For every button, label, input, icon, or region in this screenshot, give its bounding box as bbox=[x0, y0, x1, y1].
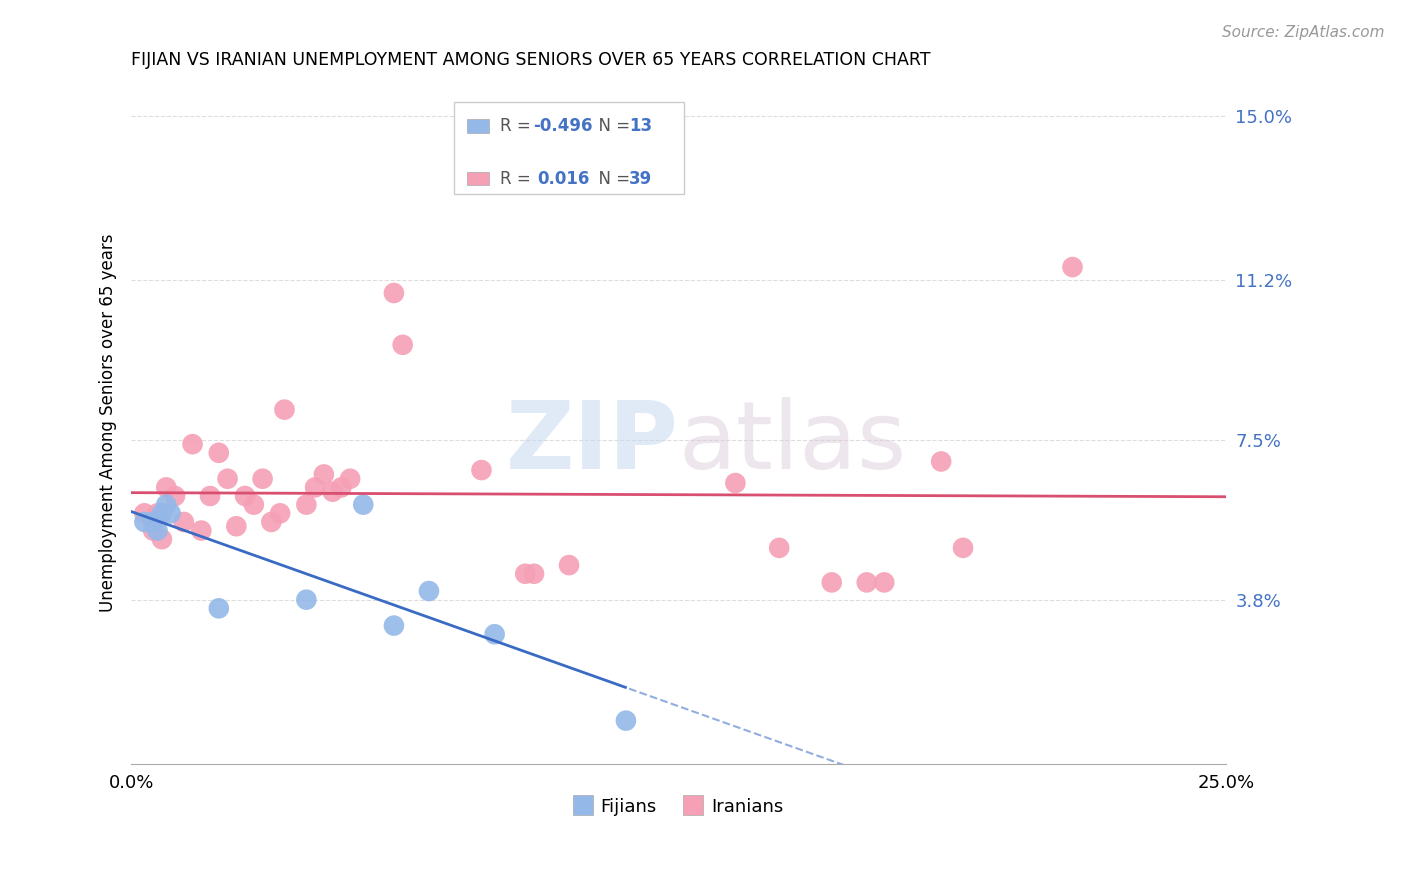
Point bbox=[134, 506, 156, 520]
Point bbox=[339, 472, 361, 486]
Point bbox=[484, 627, 506, 641]
Point bbox=[142, 515, 165, 529]
Point bbox=[768, 541, 790, 555]
Point bbox=[159, 506, 181, 520]
Text: ZIP: ZIP bbox=[506, 397, 679, 489]
Point bbox=[269, 506, 291, 520]
Text: R =: R = bbox=[501, 117, 536, 135]
Text: 0.016: 0.016 bbox=[537, 169, 589, 187]
Point bbox=[243, 498, 266, 512]
Point bbox=[208, 446, 231, 460]
FancyBboxPatch shape bbox=[454, 102, 683, 194]
Text: R =: R = bbox=[501, 169, 541, 187]
Point bbox=[150, 506, 173, 520]
Point bbox=[295, 498, 318, 512]
Point bbox=[190, 524, 212, 538]
Text: 13: 13 bbox=[630, 117, 652, 135]
Text: N =: N = bbox=[588, 169, 636, 187]
Point bbox=[352, 498, 374, 512]
Point bbox=[855, 575, 877, 590]
Point bbox=[155, 498, 177, 512]
Point bbox=[322, 484, 344, 499]
Point bbox=[952, 541, 974, 555]
Point bbox=[614, 714, 637, 728]
Point bbox=[198, 489, 221, 503]
Point bbox=[146, 506, 169, 520]
Point bbox=[470, 463, 492, 477]
Point bbox=[142, 524, 165, 538]
Point bbox=[208, 601, 231, 615]
Text: atlas: atlas bbox=[679, 397, 907, 489]
Point bbox=[523, 566, 546, 581]
Point bbox=[225, 519, 247, 533]
Point bbox=[150, 532, 173, 546]
Point bbox=[181, 437, 204, 451]
Point bbox=[418, 584, 440, 599]
Point bbox=[929, 454, 952, 468]
Text: 39: 39 bbox=[630, 169, 652, 187]
Point bbox=[1062, 260, 1084, 274]
Point bbox=[821, 575, 844, 590]
Point bbox=[515, 566, 537, 581]
Point bbox=[873, 575, 896, 590]
Point bbox=[273, 402, 295, 417]
Text: N =: N = bbox=[588, 117, 636, 135]
Point bbox=[163, 489, 186, 503]
Point bbox=[252, 472, 274, 486]
Point bbox=[155, 480, 177, 494]
Point bbox=[260, 515, 283, 529]
Text: FIJIAN VS IRANIAN UNEMPLOYMENT AMONG SENIORS OVER 65 YEARS CORRELATION CHART: FIJIAN VS IRANIAN UNEMPLOYMENT AMONG SEN… bbox=[131, 51, 931, 69]
Point bbox=[295, 592, 318, 607]
Bar bbox=[467, 172, 489, 186]
Point bbox=[134, 515, 156, 529]
Point bbox=[382, 285, 405, 300]
Point bbox=[312, 467, 335, 482]
Point bbox=[233, 489, 256, 503]
Point bbox=[382, 618, 405, 632]
Text: Source: ZipAtlas.com: Source: ZipAtlas.com bbox=[1222, 25, 1385, 40]
Point bbox=[173, 515, 195, 529]
Text: -0.496: -0.496 bbox=[533, 117, 592, 135]
Point bbox=[558, 558, 581, 573]
Point bbox=[217, 472, 239, 486]
Point bbox=[330, 480, 353, 494]
Legend: Fijians, Iranians: Fijians, Iranians bbox=[567, 790, 790, 823]
Point bbox=[391, 338, 413, 352]
Y-axis label: Unemployment Among Seniors over 65 years: Unemployment Among Seniors over 65 years bbox=[100, 234, 117, 612]
Point bbox=[724, 476, 747, 491]
Bar bbox=[467, 119, 489, 133]
Point bbox=[146, 524, 169, 538]
Point bbox=[304, 480, 326, 494]
